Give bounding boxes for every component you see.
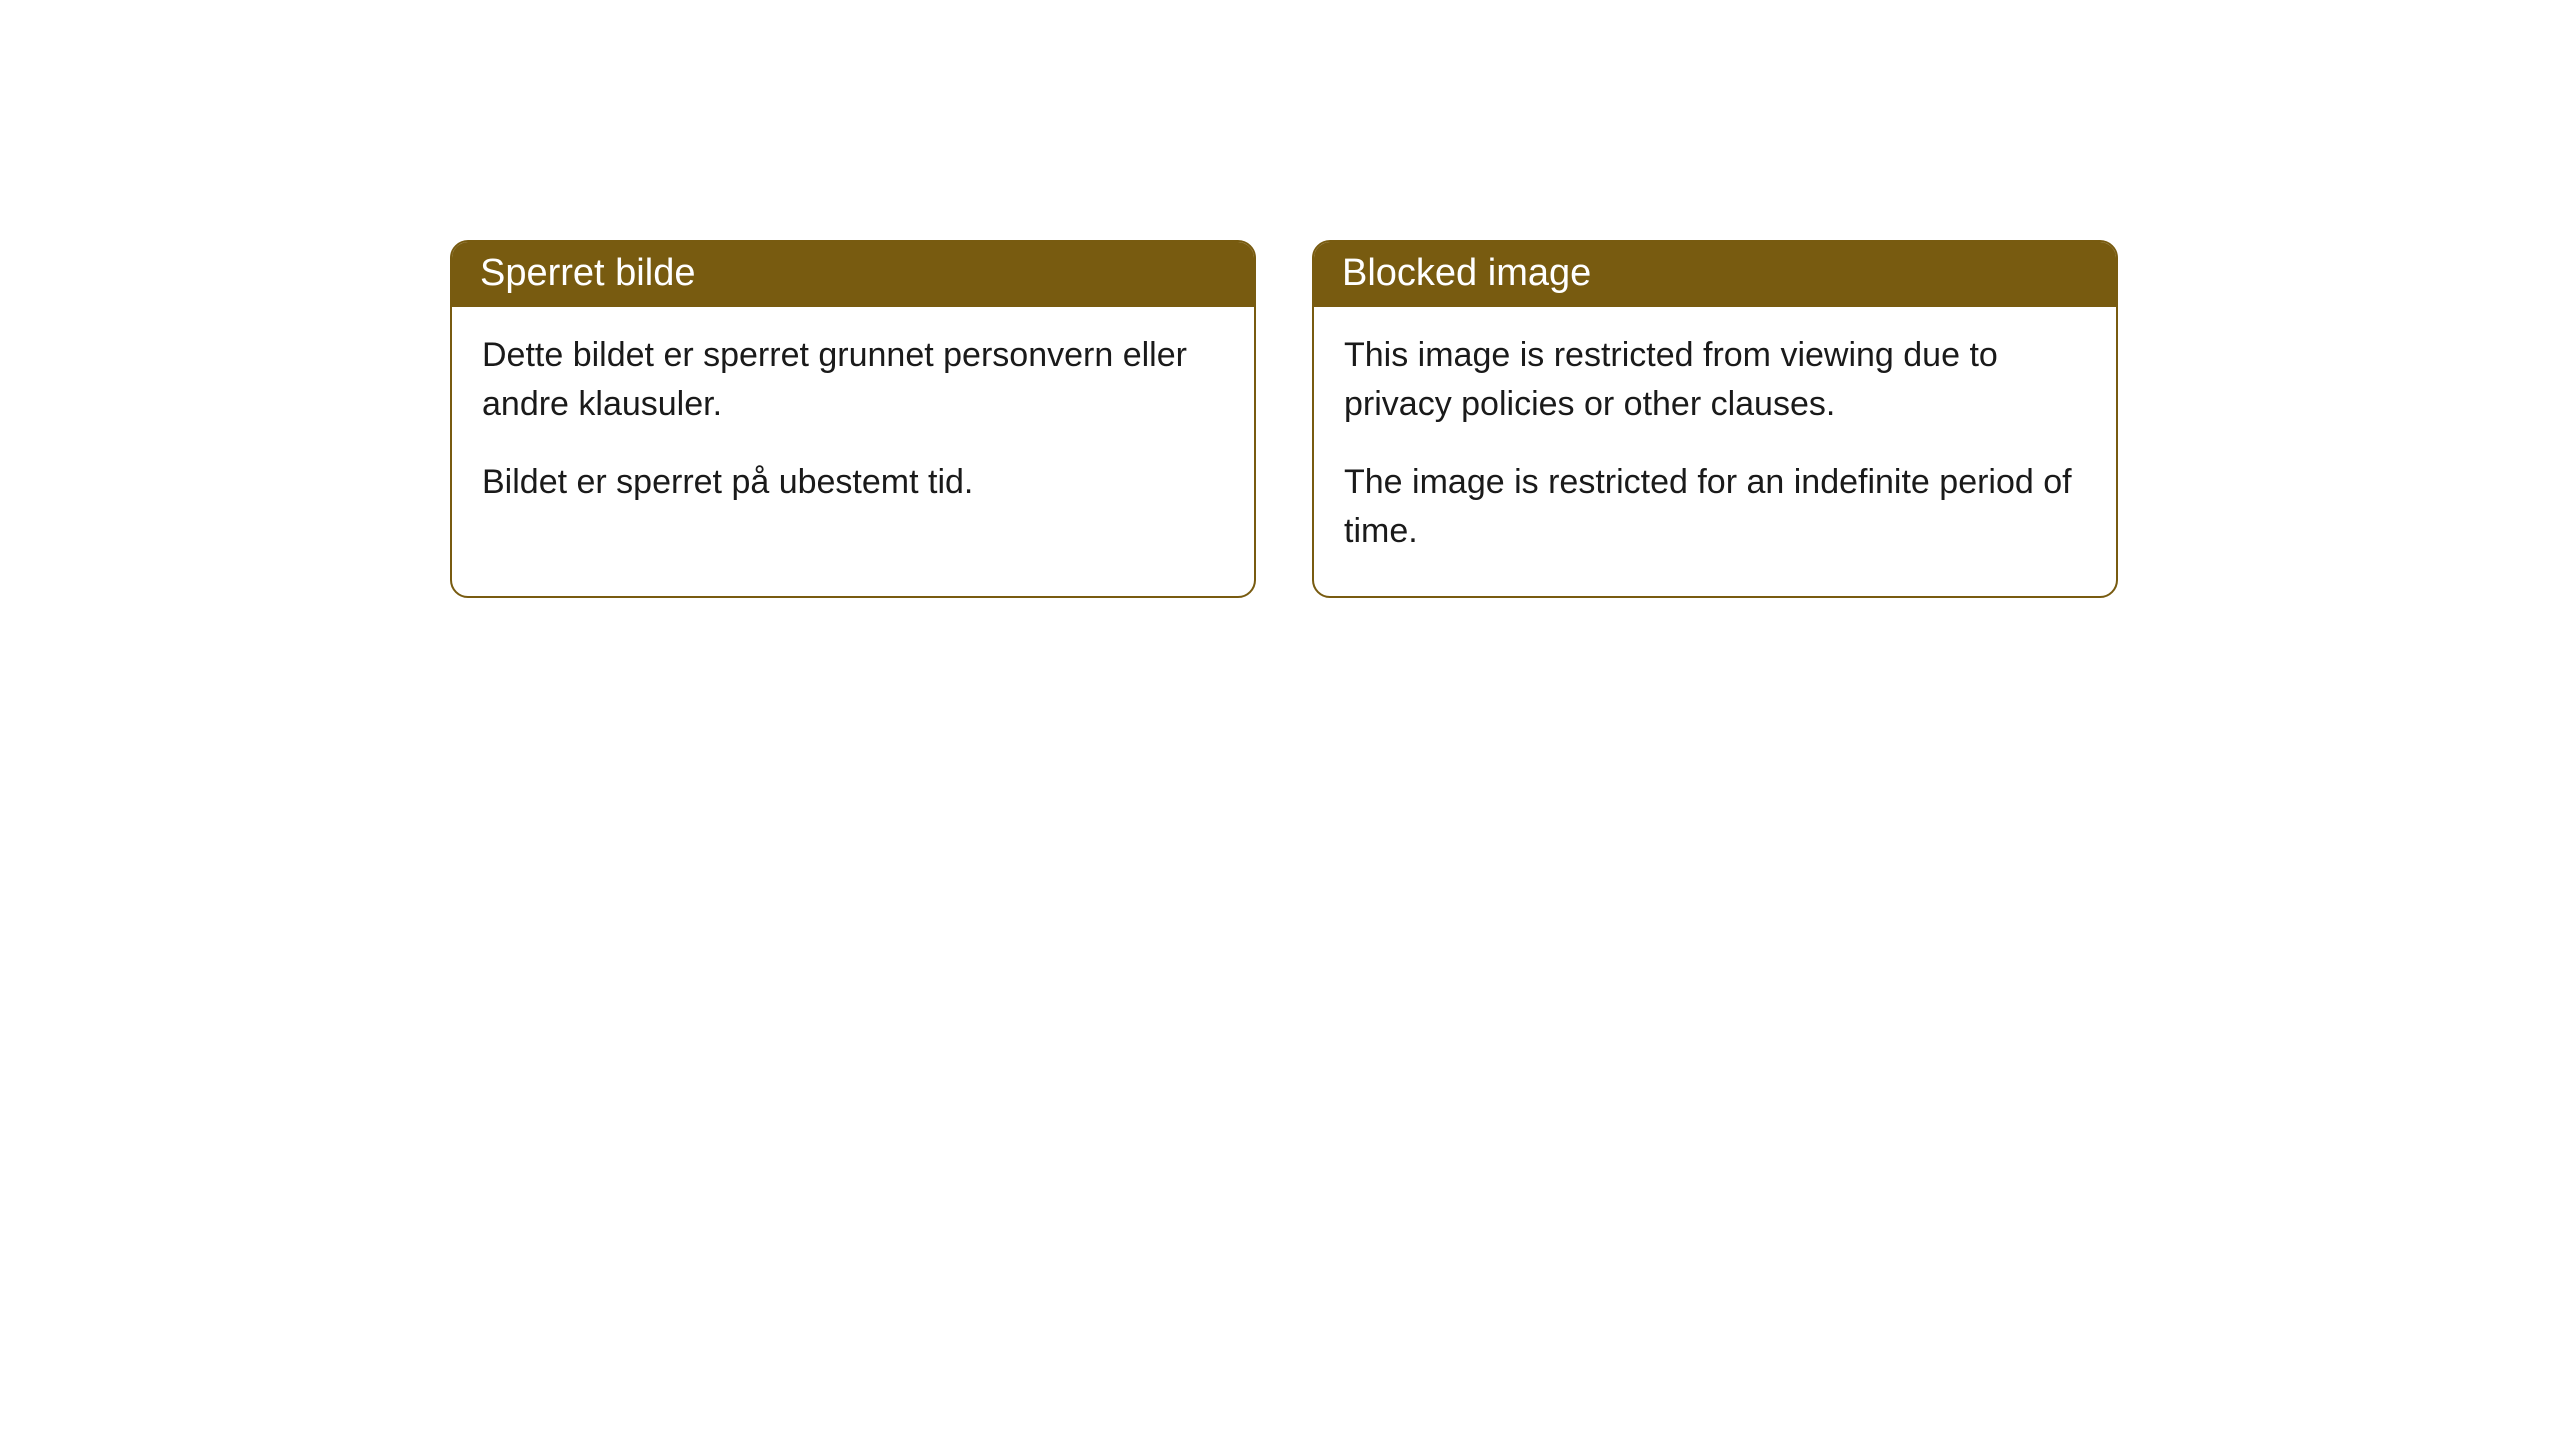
card-paragraph: Dette bildet er sperret grunnet personve… <box>482 331 1224 430</box>
notice-container: Sperret bilde Dette bildet er sperret gr… <box>0 0 2560 598</box>
card-title: Blocked image <box>1342 252 1591 294</box>
card-paragraph: This image is restricted from viewing du… <box>1344 331 2086 430</box>
card-body: This image is restricted from viewing du… <box>1314 307 2116 596</box>
card-header: Sperret bilde <box>452 242 1254 307</box>
card-header: Blocked image <box>1314 242 2116 307</box>
notice-card-norwegian: Sperret bilde Dette bildet er sperret gr… <box>450 240 1256 598</box>
card-body: Dette bildet er sperret grunnet personve… <box>452 307 1254 547</box>
card-title: Sperret bilde <box>480 252 695 294</box>
card-paragraph: Bildet er sperret på ubestemt tid. <box>482 458 1224 507</box>
notice-card-english: Blocked image This image is restricted f… <box>1312 240 2118 598</box>
card-paragraph: The image is restricted for an indefinit… <box>1344 458 2086 557</box>
